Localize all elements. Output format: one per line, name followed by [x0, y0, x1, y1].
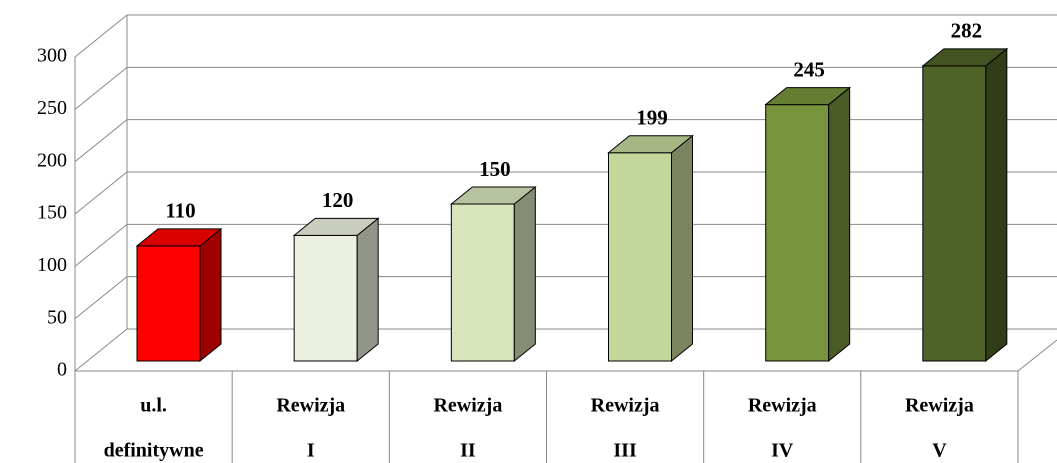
grid-line [74, 119, 128, 163]
x-tick-label: V [932, 440, 947, 462]
grid-line [74, 171, 128, 215]
bar-face [922, 65, 987, 362]
bar-face [356, 217, 379, 363]
bar [764, 86, 852, 363]
x-tick-label: Rewizja [591, 395, 660, 417]
bar-face [449, 186, 537, 205]
bar-face [765, 104, 830, 362]
value-label: 120 [322, 188, 354, 212]
bar [135, 227, 223, 363]
value-label: 199 [636, 106, 668, 130]
y-tick-label: 50 [47, 306, 67, 328]
bar-face [292, 217, 380, 236]
bar-face [450, 203, 515, 362]
x-tick-label: I [307, 440, 315, 462]
bar-face [513, 185, 536, 363]
x-tick-label: definitywne [104, 440, 204, 462]
bar-face [607, 135, 694, 154]
grid-line [74, 328, 128, 372]
value-label: 150 [479, 157, 511, 181]
x-tick-label: Rewizja [905, 395, 974, 417]
y-tick-label: 0 [57, 359, 67, 381]
bar-face [293, 234, 358, 362]
bar-face [199, 227, 222, 363]
bar [292, 217, 380, 363]
bar [921, 47, 1009, 363]
bar-face [671, 134, 693, 363]
x-tick-label: II [460, 440, 476, 462]
x-tick-label: III [613, 440, 637, 462]
bar-face [608, 152, 672, 362]
grid-line [74, 14, 128, 58]
y-tick-label: 300 [37, 45, 67, 67]
x-tick-label: u.l. [140, 395, 167, 417]
y-tick-label: 250 [37, 97, 67, 119]
x-tick-label: IV [771, 440, 794, 462]
bar-face [828, 86, 851, 363]
x-tick-label: Rewizja [433, 395, 502, 417]
bar-face [135, 228, 223, 247]
value-label: 282 [951, 19, 983, 43]
grid-line [74, 66, 128, 110]
bar [607, 134, 694, 363]
grid-line [74, 276, 128, 320]
bar-face [136, 245, 201, 362]
value-label: 110 [165, 199, 195, 223]
bar [449, 185, 537, 363]
floor-edge [1017, 339, 1057, 372]
y-tick-label: 100 [37, 254, 67, 276]
bar-face [764, 87, 852, 106]
bar-face [921, 48, 1009, 67]
bar-face [985, 47, 1008, 363]
y-tick-label: 150 [37, 202, 67, 224]
value-label: 245 [793, 57, 825, 81]
grid-line [74, 223, 128, 267]
y-tick-label: 200 [37, 149, 67, 171]
x-tick-label: Rewizja [748, 395, 817, 417]
x-tick-label: Rewizja [276, 395, 345, 417]
